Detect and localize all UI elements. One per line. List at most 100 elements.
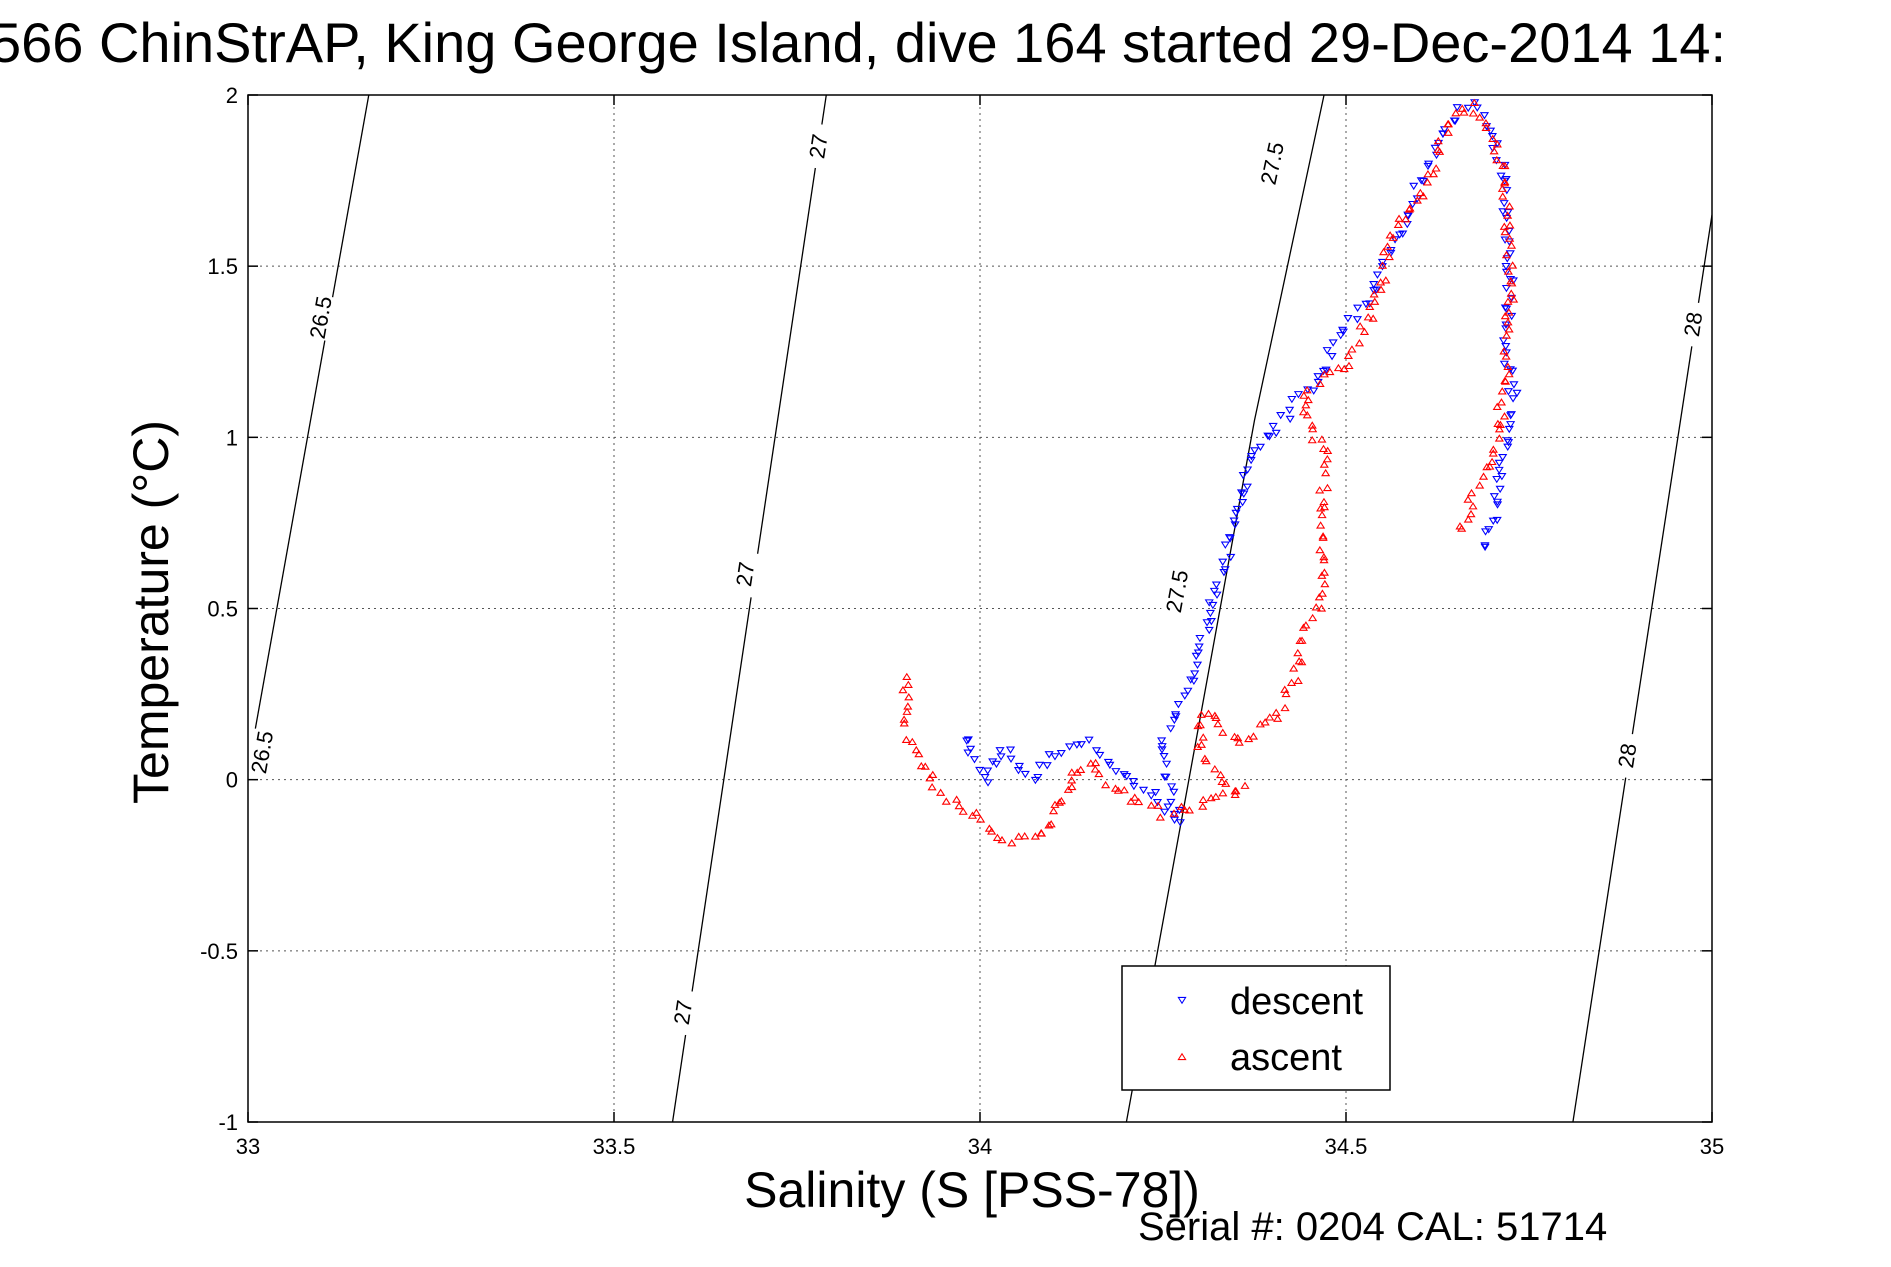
ascent-point (1317, 510, 1327, 519)
ascent-point (1318, 444, 1329, 453)
ascent-point (1091, 758, 1101, 767)
descent-point (1492, 501, 1503, 509)
ascent-point (1443, 128, 1453, 136)
descent-point (1033, 773, 1043, 782)
ascent-point (903, 702, 913, 710)
ascent-point (1494, 425, 1505, 433)
ascent-point (1248, 732, 1259, 740)
ascent-point (1478, 472, 1489, 480)
ascent-point (1393, 220, 1403, 229)
ascent-point (1377, 261, 1388, 269)
descent-point (1175, 819, 1185, 827)
ascent-point (1317, 435, 1327, 443)
descent-point (1398, 230, 1408, 238)
descent-point (1487, 133, 1497, 141)
ascent-point (1196, 710, 1206, 718)
descent-point (962, 737, 972, 745)
ascent-point (1394, 214, 1404, 222)
ascent-point (1319, 568, 1330, 576)
descent-point (1418, 177, 1428, 186)
descent-point (1225, 535, 1235, 543)
isopycnal-label-bg (802, 122, 836, 171)
descent-point (1322, 347, 1332, 355)
descent-point (980, 774, 990, 782)
ascent-point (1475, 113, 1485, 121)
ascent-point (1113, 786, 1123, 794)
ascent-point (1217, 777, 1227, 786)
ascent-point (1487, 457, 1497, 466)
descent-point (1328, 339, 1338, 347)
descent-point (1504, 425, 1514, 434)
ascent-point (1233, 733, 1243, 742)
descent-point (1095, 751, 1105, 760)
ascent-point (920, 762, 930, 770)
ascent-point (1500, 227, 1510, 236)
ascent-point (1500, 311, 1510, 320)
ascent-point (1153, 801, 1163, 809)
ascent-point (1492, 402, 1502, 411)
ascent-point (1405, 204, 1415, 212)
ascent-point (1504, 308, 1514, 316)
descent-point (1084, 736, 1094, 745)
ascent-point (1492, 140, 1502, 148)
descent-point (1293, 391, 1304, 399)
ascent-point (1315, 379, 1325, 387)
descent-point (1013, 767, 1024, 775)
ascent-point (1322, 454, 1332, 463)
descent-point (988, 758, 998, 766)
ascent-point (1504, 202, 1515, 210)
descent-point (1190, 670, 1200, 678)
y-tick-label: 0.5 (207, 597, 238, 622)
ascent-point (1504, 369, 1514, 378)
ascent-point (1415, 188, 1425, 197)
descent-point (1218, 558, 1228, 567)
ascent-point (936, 788, 946, 796)
descent-point (975, 766, 985, 775)
descent-point (1276, 411, 1286, 420)
descent-point (1371, 286, 1381, 294)
ascent-point (1382, 242, 1393, 250)
ascent-point (1508, 261, 1518, 269)
ascent-point (1067, 776, 1077, 784)
descent-point (1050, 753, 1060, 761)
ascent-point (1370, 297, 1380, 305)
ascent-point (1030, 832, 1040, 840)
descent-point (1416, 177, 1426, 185)
ascent-point (1155, 813, 1165, 821)
ascent-point (1072, 768, 1082, 776)
isopycnal-label-bg (1255, 139, 1291, 188)
descent-point (1064, 743, 1075, 751)
descent-point (1186, 676, 1196, 684)
ascent-point (1273, 714, 1283, 722)
ascent-point (1333, 363, 1344, 372)
ascent-point (1184, 806, 1195, 814)
descent-point (1030, 776, 1040, 785)
ascent-point (1295, 636, 1305, 645)
descent-point (1226, 553, 1236, 562)
descent-point (1352, 316, 1363, 324)
descent-point (1192, 661, 1203, 669)
descent-point (1194, 643, 1204, 651)
legend-label-ascent: ascent (1230, 1037, 1342, 1079)
isopycnal-line (1572, 214, 1712, 1122)
descent-point (1138, 786, 1149, 795)
ascent-point (1094, 769, 1104, 778)
ascent-point (1509, 295, 1519, 303)
legend: descent ascent (1121, 965, 1391, 1091)
descent-point (1353, 304, 1363, 312)
descent-point (1076, 741, 1087, 749)
ascent-point (1428, 169, 1439, 178)
ascent-point (971, 808, 981, 816)
descent-point (983, 779, 993, 787)
ascent-point (1485, 462, 1495, 470)
ascent-point (1054, 798, 1065, 806)
descent-point (1006, 755, 1016, 763)
isopycnal-line (248, 95, 370, 774)
ascent-point (976, 815, 986, 823)
ascent-point (1381, 276, 1391, 284)
ascent-point (1355, 322, 1365, 330)
ascent-point (1498, 192, 1508, 200)
descent-point (1242, 483, 1252, 491)
descent-point (1285, 406, 1295, 415)
